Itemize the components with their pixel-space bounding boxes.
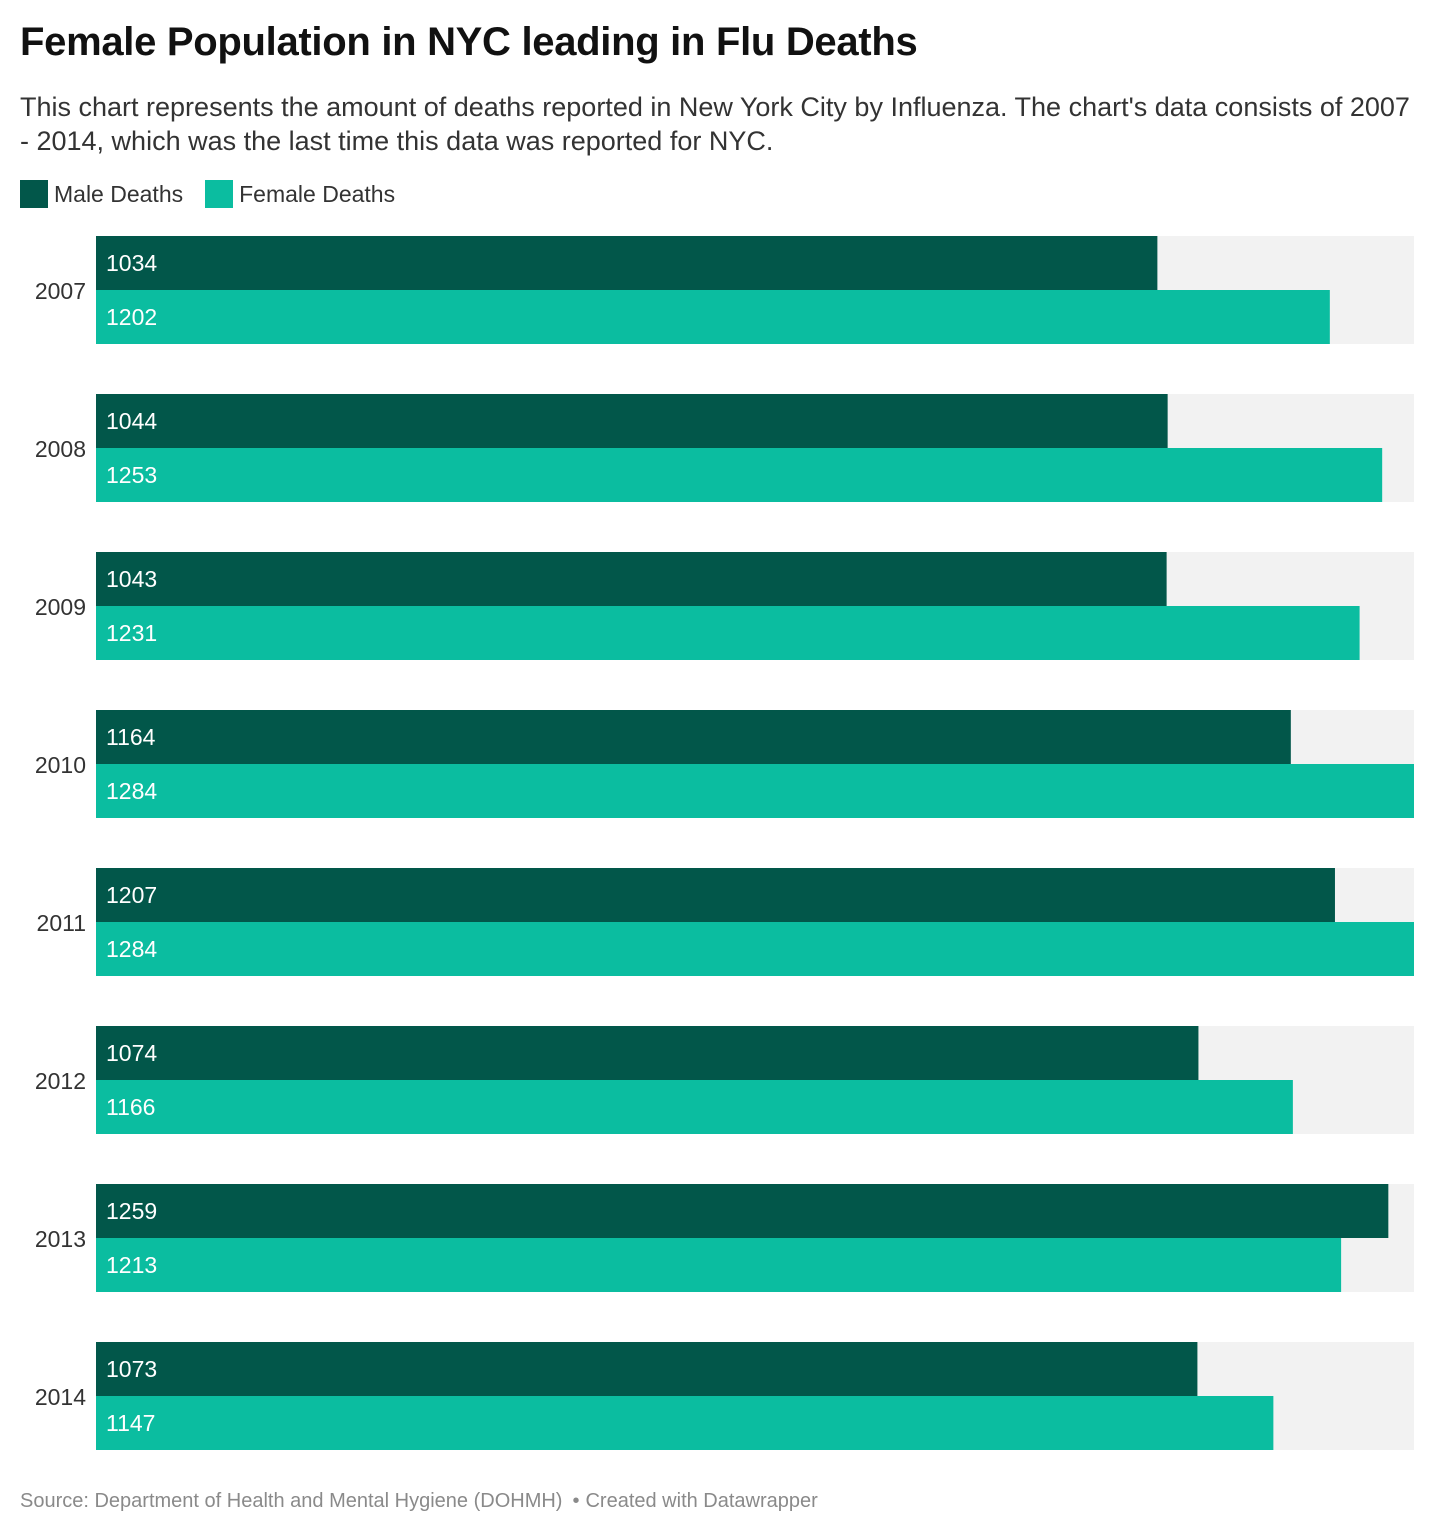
year-label-2012: 2012 xyxy=(35,1068,86,1094)
female-bar-2011 xyxy=(96,922,1414,976)
legend-item-female: Female Deaths xyxy=(205,180,395,208)
year-label-2010: 2010 xyxy=(35,752,86,778)
female-value-label-2012: 1166 xyxy=(106,1094,155,1120)
female-value-label-2013: 1213 xyxy=(106,1252,157,1278)
year-label-2011: 2011 xyxy=(37,910,86,936)
credit-note: Created with Datawrapper xyxy=(585,1490,818,1512)
female-value-label-2008: 1253 xyxy=(106,462,157,488)
male-bar-2010 xyxy=(96,710,1291,764)
female-value-label-2007: 1202 xyxy=(106,304,157,330)
male-value-label-2009: 1043 xyxy=(106,566,157,592)
year-label-2014: 2014 xyxy=(35,1384,86,1410)
bar-chart: 2007 1034 1202 2008 1044 1253 2009 1043 1231 2010… xyxy=(35,236,1414,1450)
female-bar-2013 xyxy=(96,1238,1342,1292)
female-value-label-2009: 1231 xyxy=(106,620,157,646)
male-value-label-2010: 1164 xyxy=(106,724,156,750)
male-value-label-2008: 1044 xyxy=(106,408,157,434)
female-value-label-2010: 1284 xyxy=(106,778,157,804)
legend: Male Deaths Female Deaths xyxy=(20,180,417,208)
year-label-2008: 2008 xyxy=(35,436,86,462)
male-value-label-2014: 1073 xyxy=(106,1356,157,1382)
female-value-label-2011: 1284 xyxy=(106,936,157,962)
chart-subtitle: This chart represents the amount of deat… xyxy=(20,92,1410,156)
male-bar-2007 xyxy=(96,236,1158,290)
chart-title: Female Population in NYC leading in Flu … xyxy=(20,20,918,64)
legend-label-male: Male Deaths xyxy=(54,180,184,207)
year-label-2013: 2013 xyxy=(35,1226,86,1252)
male-bar-2013 xyxy=(96,1184,1389,1238)
year-label-2009: 2009 xyxy=(35,594,86,620)
male-value-label-2011: 1207 xyxy=(106,882,157,908)
female-bar-2014 xyxy=(96,1396,1274,1450)
male-bar-2012 xyxy=(96,1026,1199,1080)
year-label-2007: 2007 xyxy=(35,278,86,304)
legend-swatch-female xyxy=(205,180,234,208)
male-bar-2009 xyxy=(96,552,1167,606)
footer: Source: Department of Health and Mental … xyxy=(20,1490,818,1513)
female-value-label-2014: 1147 xyxy=(106,1410,155,1436)
male-bar-2008 xyxy=(96,394,1168,448)
footer-separator: • xyxy=(572,1490,580,1512)
male-bar-2011 xyxy=(96,868,1335,922)
female-bar-2010 xyxy=(96,764,1414,818)
female-bar-2007 xyxy=(96,290,1330,344)
male-value-label-2007: 1034 xyxy=(106,250,157,276)
male-value-label-2012: 1074 xyxy=(106,1040,157,1066)
female-bar-2012 xyxy=(96,1080,1293,1134)
source-note: Source: Department of Health and Mental … xyxy=(20,1490,563,1512)
female-bar-2009 xyxy=(96,606,1360,660)
legend-item-male: Male Deaths xyxy=(20,180,183,208)
male-bar-2014 xyxy=(96,1342,1198,1396)
female-bar-2008 xyxy=(96,448,1383,502)
legend-swatch-male xyxy=(20,180,48,208)
male-value-label-2013: 1259 xyxy=(106,1198,157,1224)
legend-label-female: Female Deaths xyxy=(239,180,396,207)
